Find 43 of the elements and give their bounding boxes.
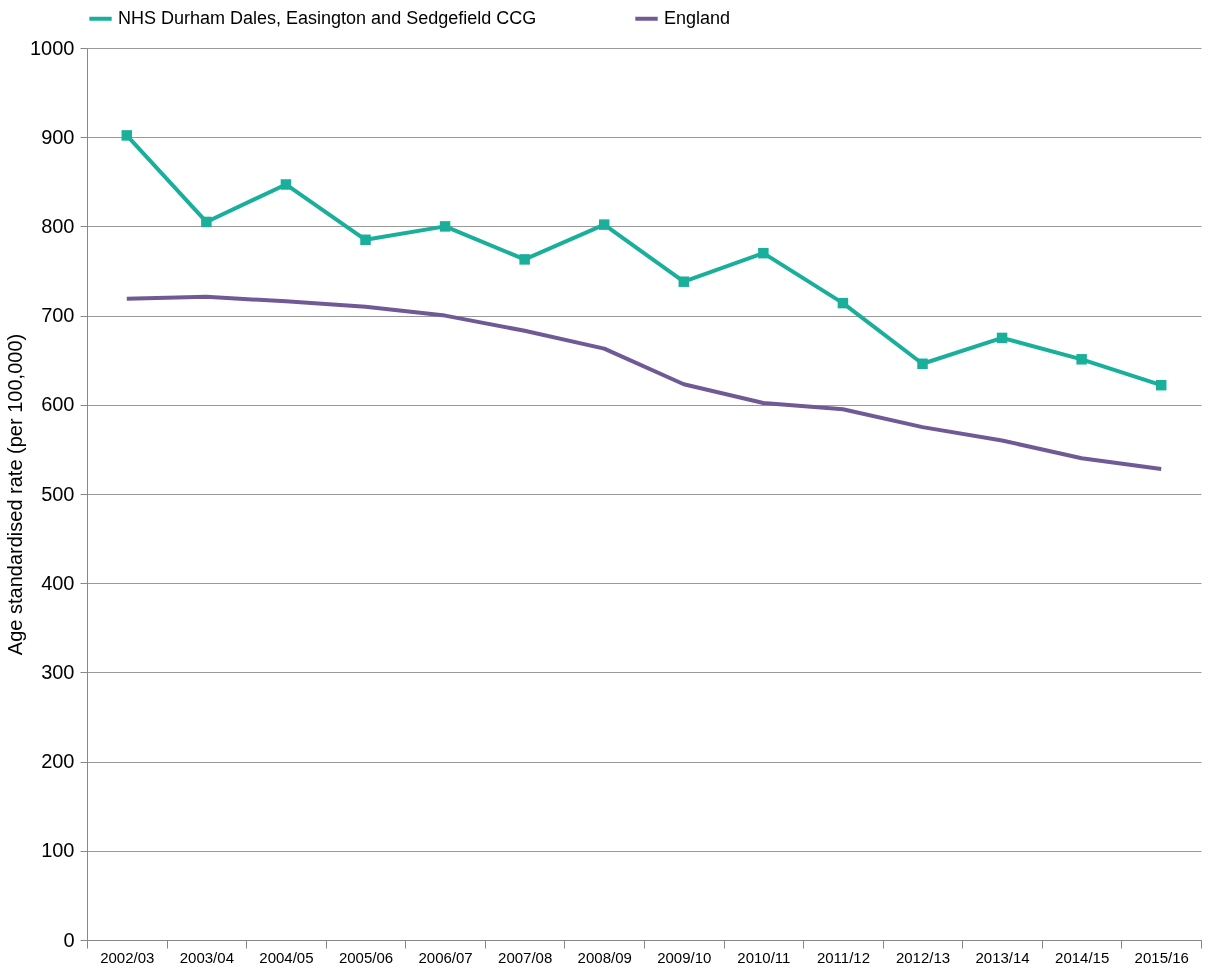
point [1155, 379, 1167, 391]
x-tick-label: 2005/06 [338, 948, 394, 966]
x-tick-label: 2007/08 [498, 948, 553, 966]
y-axis-title: Age standardised rate (per 100,000) [4, 333, 27, 656]
x-tick-label: 2002/03 [100, 948, 155, 966]
x-tick-label: 2013/14 [975, 948, 1030, 966]
x-tick-label: 2011/12 [816, 948, 870, 966]
x-tick-label: 2009/10 [657, 948, 712, 966]
point [519, 254, 530, 265]
legend-label: NHS Durham Dales, Easington and Sedgefield CCG [118, 7, 537, 28]
x-tick-label: 2010/11 [737, 948, 791, 966]
point [917, 358, 928, 370]
x-tick-label: 2014/15 [1055, 948, 1110, 966]
y-tick-label: 900 [41, 125, 75, 148]
point [280, 179, 292, 190]
point [598, 219, 610, 230]
y-tick-label: 300 [41, 660, 75, 683]
point [837, 297, 849, 309]
y-tick-label: 700 [41, 304, 75, 327]
point [1076, 354, 1087, 365]
x-tick-label: 2004/05 [259, 948, 314, 966]
point [121, 130, 133, 141]
line-series [124, 294, 1164, 472]
x-tick-label: 2008/09 [577, 948, 632, 966]
point [996, 332, 1008, 344]
y-tick-label: 100 [41, 839, 75, 862]
y-tick-label: 1000 [30, 36, 75, 59]
y-tick-label: 500 [41, 482, 75, 505]
y-tick-label: 400 [41, 571, 75, 594]
point [758, 247, 769, 259]
y-tick-label: 600 [41, 393, 75, 416]
x-tick-label: 2015/16 [1134, 948, 1189, 966]
y-tick-label: 200 [41, 750, 75, 773]
x-tick-label: 2006/07 [418, 948, 473, 966]
point [360, 234, 371, 246]
point [201, 216, 212, 228]
x-tick-label: 2012/13 [895, 948, 951, 966]
legend-label: England [664, 7, 731, 28]
point [439, 221, 451, 232]
y-tick-label: 0 [63, 928, 75, 951]
x-tick-label: 2003/04 [179, 948, 234, 966]
y-tick-label: 800 [41, 214, 75, 237]
point [678, 276, 690, 287]
